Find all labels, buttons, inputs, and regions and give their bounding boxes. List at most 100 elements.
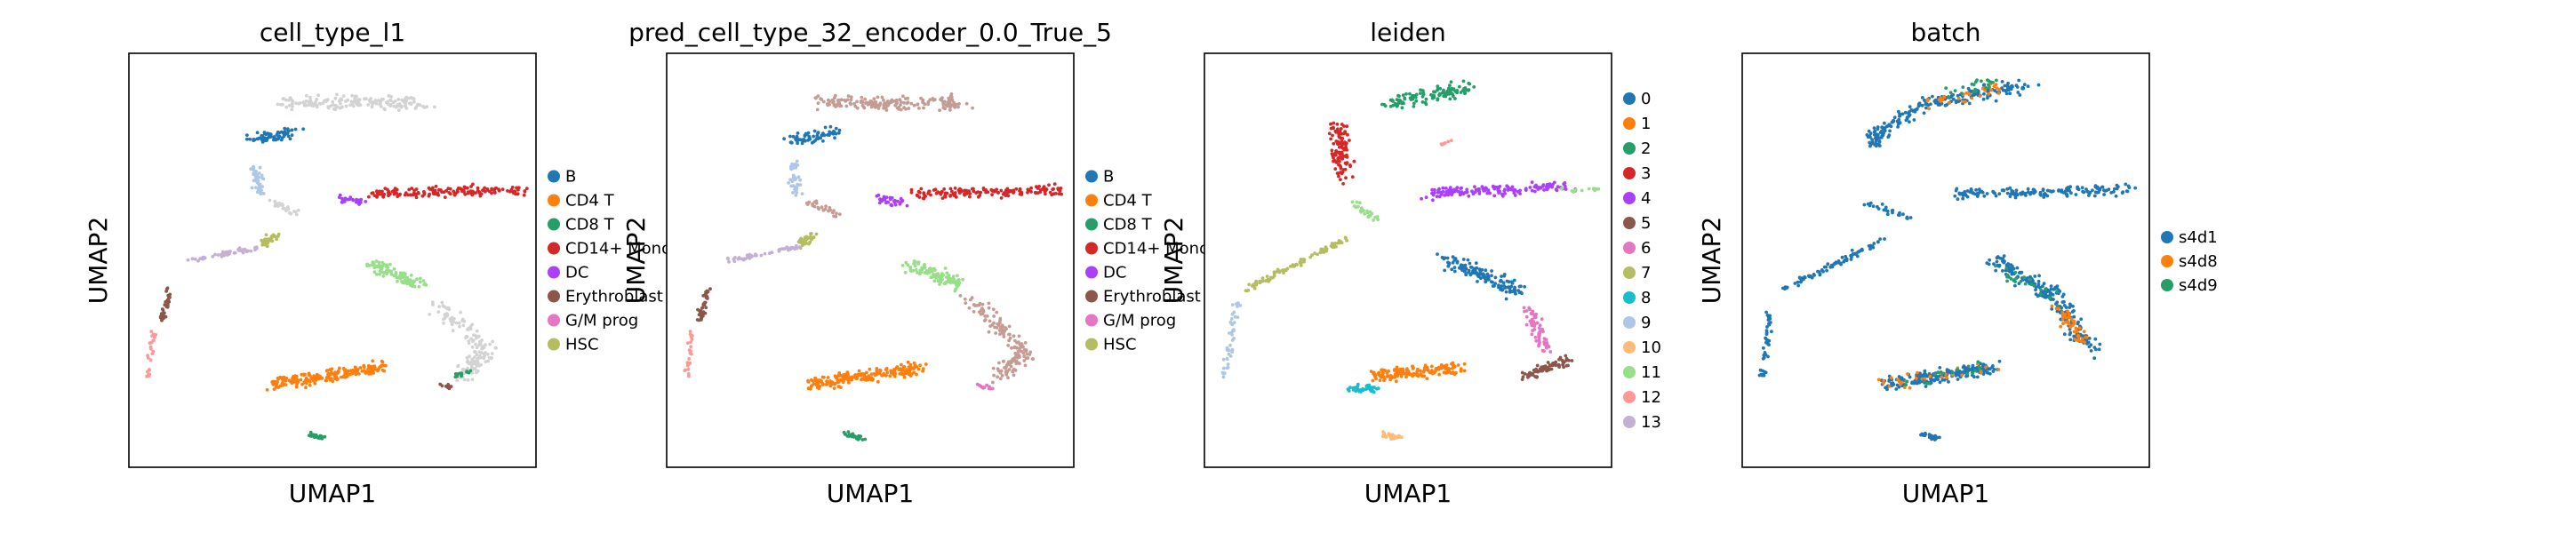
data-point xyxy=(196,259,200,263)
data-point xyxy=(301,127,306,131)
data-point xyxy=(400,98,404,102)
data-point xyxy=(1504,297,1508,301)
data-point xyxy=(1572,190,1576,194)
data-point xyxy=(1486,278,1491,282)
data-point xyxy=(1500,194,1505,198)
data-point xyxy=(1907,114,1911,118)
data-point xyxy=(343,196,348,201)
data-point xyxy=(1401,93,1405,97)
data-point xyxy=(1012,334,1016,338)
data-point xyxy=(256,137,260,141)
data-point xyxy=(868,99,873,103)
data-point xyxy=(1406,371,1411,375)
data-point xyxy=(1936,378,1940,381)
data-point xyxy=(2039,193,2043,197)
data-point xyxy=(1897,109,1900,114)
data-point xyxy=(813,378,817,382)
data-point xyxy=(944,275,948,279)
data-point xyxy=(782,137,786,141)
data-point xyxy=(465,370,468,374)
data-point xyxy=(838,378,842,382)
data-point xyxy=(1969,189,1972,194)
data-point xyxy=(430,187,435,192)
data-point xyxy=(923,266,927,269)
data-point xyxy=(1459,369,1463,373)
data-point xyxy=(308,95,312,99)
data-point xyxy=(1420,196,1423,201)
legend-label: CD14+ Mono xyxy=(565,240,671,259)
data-point xyxy=(1925,374,1930,378)
data-point xyxy=(258,182,262,187)
data-point xyxy=(268,198,272,203)
data-point xyxy=(1950,373,1955,377)
data-point xyxy=(316,93,321,98)
data-point xyxy=(1462,369,1467,373)
data-point xyxy=(1977,187,1981,192)
data-point xyxy=(839,98,844,102)
data-point xyxy=(2026,276,2029,280)
data-point xyxy=(1931,94,1934,99)
data-point xyxy=(2049,284,2053,288)
data-point xyxy=(1970,82,1974,86)
data-point xyxy=(2039,288,2043,292)
data-point xyxy=(1492,185,1496,189)
data-point xyxy=(1422,366,1427,370)
data-point xyxy=(1587,187,1591,191)
data-point xyxy=(1368,210,1372,214)
data-point xyxy=(1948,91,1953,95)
data-point xyxy=(1512,287,1516,291)
data-point xyxy=(513,189,517,194)
data-point xyxy=(484,360,488,363)
data-point xyxy=(2023,191,2028,195)
data-point xyxy=(996,369,1001,373)
data-point xyxy=(820,380,824,385)
data-point xyxy=(1442,365,1445,370)
data-point xyxy=(1537,338,1541,343)
data-point xyxy=(1484,268,1488,273)
data-point xyxy=(395,187,399,192)
data-point xyxy=(875,369,879,373)
data-point xyxy=(284,98,288,102)
data-point xyxy=(2002,188,2005,192)
data-point xyxy=(2034,292,2038,296)
data-point xyxy=(1767,322,1772,327)
data-point xyxy=(266,132,270,136)
data-point xyxy=(892,200,897,204)
data-point xyxy=(260,133,264,138)
data-point xyxy=(1914,376,1918,380)
data-point xyxy=(285,205,290,210)
data-point xyxy=(816,94,820,98)
data-point xyxy=(2073,337,2076,341)
legend-label: HSC xyxy=(565,336,599,354)
data-point xyxy=(968,192,972,195)
data-point xyxy=(272,387,276,391)
data-point xyxy=(1331,133,1334,138)
data-point xyxy=(1021,345,1025,349)
data-point xyxy=(1381,371,1385,375)
data-point xyxy=(286,134,291,139)
legend-label: s4d1 xyxy=(2179,228,2218,247)
legend-marker xyxy=(1623,316,1636,329)
data-point xyxy=(1021,351,1026,355)
data-point xyxy=(389,95,394,99)
data-point xyxy=(1424,195,1428,200)
data-point xyxy=(2026,187,2030,191)
data-point xyxy=(948,104,953,108)
data-point xyxy=(436,310,441,314)
data-point xyxy=(1339,171,1342,174)
data-point xyxy=(953,289,957,293)
data-point xyxy=(280,131,284,134)
data-point xyxy=(1868,247,1872,251)
data-point xyxy=(442,321,445,325)
data-point xyxy=(341,374,346,378)
data-point xyxy=(1975,375,1980,379)
data-point xyxy=(2083,340,2086,344)
data-point xyxy=(1484,280,1488,284)
data-point xyxy=(1451,255,1455,259)
data-point xyxy=(260,173,264,178)
data-point xyxy=(1548,182,1552,187)
data-point xyxy=(1038,188,1043,192)
data-point xyxy=(850,375,854,379)
data-point xyxy=(453,375,458,379)
data-point xyxy=(979,190,982,195)
